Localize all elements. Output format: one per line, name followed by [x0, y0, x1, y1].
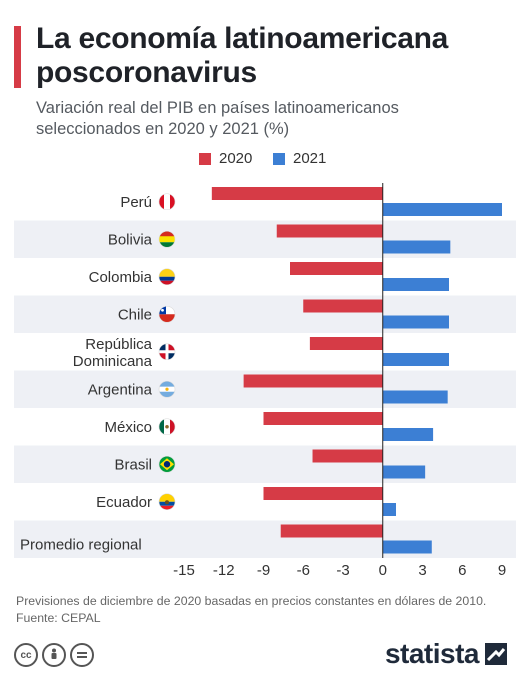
- bar-2020: [263, 412, 383, 425]
- bar-2020: [280, 524, 383, 538]
- nd-icon: [70, 643, 94, 667]
- legend-item-2020: 2020: [199, 150, 252, 167]
- bolivia-flag-icon: [158, 230, 176, 248]
- bar-2021: [382, 278, 449, 291]
- category-label: Ecuador: [96, 494, 152, 511]
- chile-flag-icon: [158, 305, 176, 323]
- mexico-flag-icon: [158, 418, 176, 436]
- cc-icon: cc: [14, 643, 38, 667]
- chart-footnote: Previsiones de diciembre de 2020 basadas…: [16, 593, 516, 627]
- bar-2020: [312, 449, 383, 463]
- category-label: Dominicana: [73, 353, 153, 370]
- bar-2021: [382, 503, 396, 516]
- x-tick-label: -3: [336, 562, 349, 579]
- x-tick-label: 3: [418, 562, 426, 579]
- x-tick-label: 9: [498, 562, 506, 579]
- argentina-flag-icon: [158, 380, 176, 398]
- bar-2021: [382, 315, 449, 329]
- footnote-source: Fuente: CEPAL: [16, 611, 101, 625]
- row-band: [14, 445, 516, 483]
- bar-2020: [276, 224, 383, 238]
- x-tick-label: -9: [257, 562, 270, 579]
- category-label: México: [104, 419, 152, 436]
- x-tick-label: -6: [297, 562, 310, 579]
- bar-2020: [211, 187, 383, 200]
- bar-2020: [263, 487, 383, 500]
- bar-2020: [309, 337, 383, 350]
- brand-wordmark: statista: [384, 638, 480, 669]
- footnote-note: Previsiones de diciembre de 2020 basadas…: [16, 594, 487, 608]
- bar-2021: [382, 353, 449, 366]
- x-tick-label: 0: [379, 562, 387, 579]
- bar-2021: [382, 390, 448, 404]
- bar-2021: [382, 465, 426, 479]
- category-label: Bolivia: [108, 231, 153, 248]
- category-label: Argentina: [88, 381, 153, 398]
- statista-mark-icon: [485, 643, 507, 665]
- bar-2021: [382, 540, 432, 554]
- category-label: Perú: [120, 194, 152, 211]
- dominican-republic-flag-icon: [158, 343, 176, 361]
- bar-2021: [382, 428, 434, 441]
- bar-chart: Perú Bolivia Colombia Chile RepúblicaDominic…: [14, 183, 516, 579]
- category-label: Chile: [118, 306, 152, 323]
- x-tick-label: -12: [213, 562, 235, 579]
- statista-logo: statista: [385, 638, 507, 670]
- bar-2021: [382, 240, 451, 254]
- legend-label-2021: 2021: [293, 150, 327, 167]
- legend-label-2020: 2020: [219, 150, 253, 167]
- page-title: La economía latinoamericana poscoronavir…: [36, 22, 449, 89]
- peru-flag-icon: [158, 193, 176, 211]
- x-tick-label: -15: [173, 562, 195, 579]
- x-tick-label: 6: [458, 562, 466, 579]
- category-label: Promedio regional: [20, 536, 142, 553]
- bar-2021: [382, 203, 502, 216]
- title-accent-bar: [14, 26, 21, 88]
- legend-swatch-2021: [273, 152, 285, 165]
- bar-2020: [303, 299, 383, 313]
- category-label: República: [85, 336, 152, 353]
- chart-legend: 2020 2021: [0, 150, 523, 170]
- legend-item-2021: 2021: [273, 150, 326, 167]
- category-label: Colombia: [89, 269, 153, 286]
- legend-swatch-2020: [199, 152, 211, 165]
- category-label: Brasil: [114, 456, 152, 473]
- license-icons: cc: [14, 643, 94, 667]
- ecuador-flag-icon: [158, 493, 176, 511]
- brazil-flag-icon: [158, 455, 176, 473]
- bar-2020: [290, 262, 383, 275]
- row-band: [14, 520, 516, 558]
- page-subtitle: Variación real del PIB en países latinoa…: [36, 99, 399, 138]
- by-icon: [42, 643, 66, 667]
- colombia-flag-icon: [158, 268, 176, 286]
- bar-2020: [243, 374, 383, 388]
